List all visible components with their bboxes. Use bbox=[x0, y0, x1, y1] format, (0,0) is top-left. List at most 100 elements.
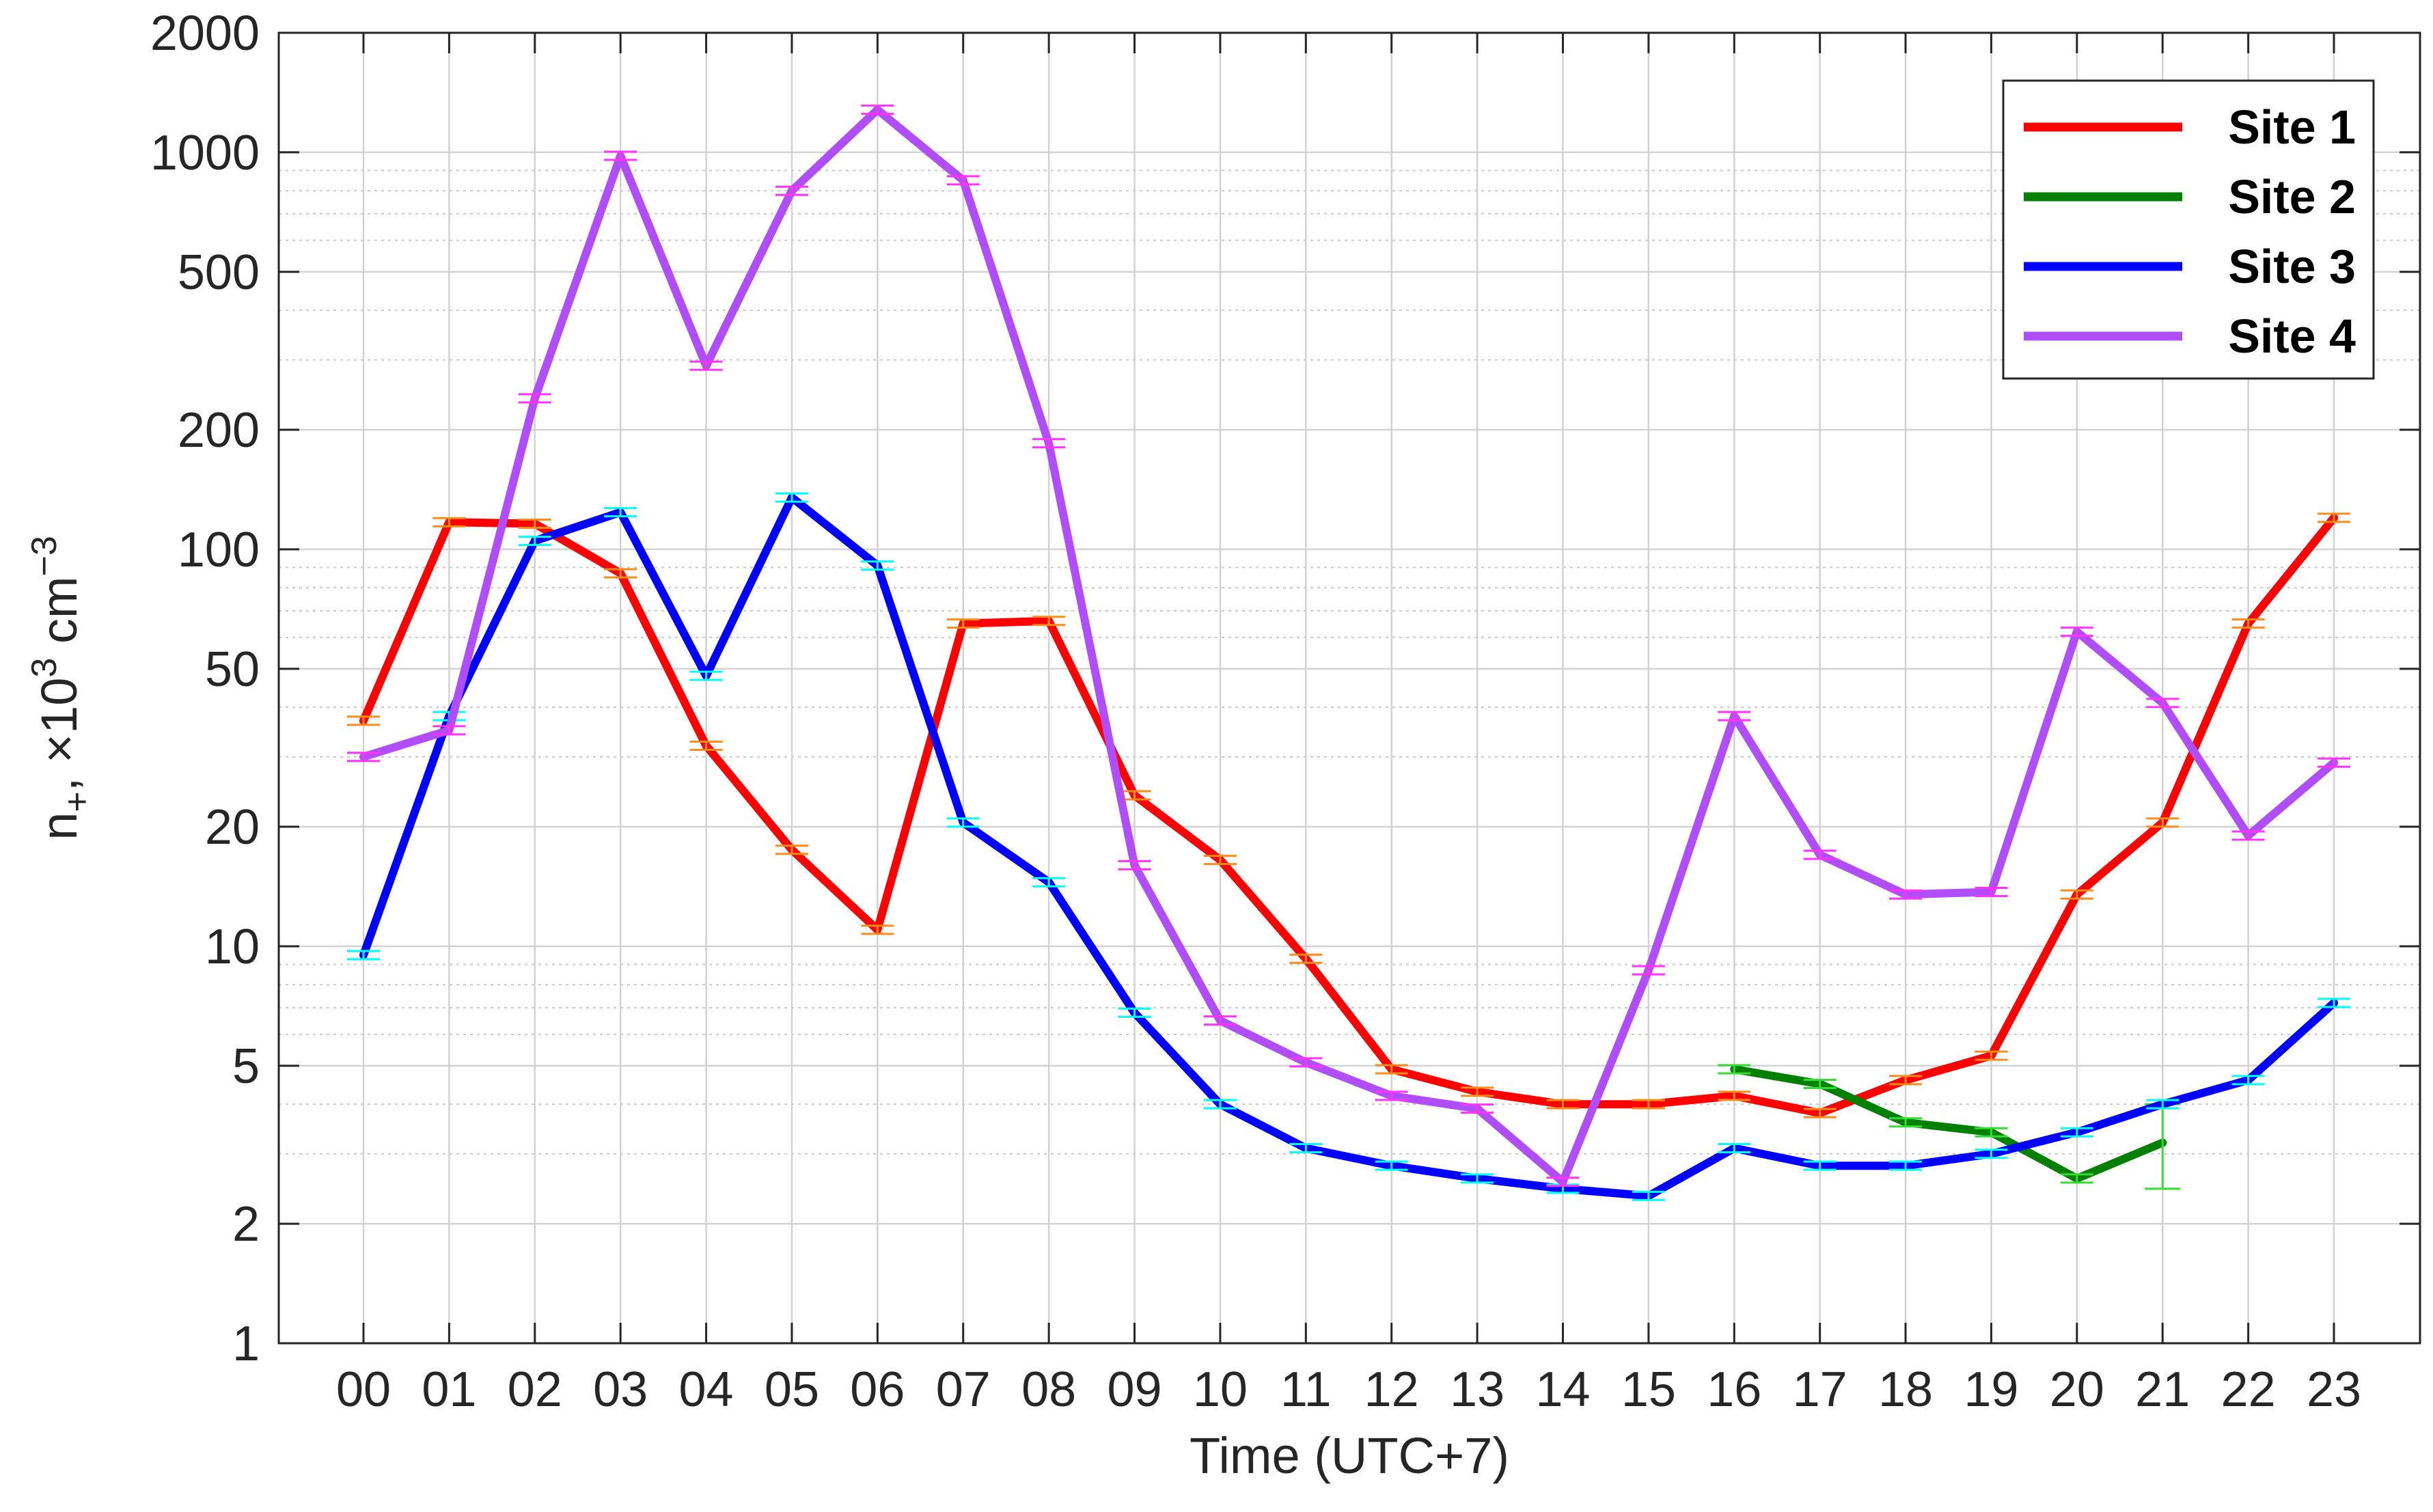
series-4 bbox=[347, 105, 2350, 1187]
data-point-error-bar bbox=[1889, 1075, 1923, 1086]
data-point-error-bar bbox=[861, 924, 894, 935]
data-point-error-bar bbox=[1375, 1160, 1408, 1171]
y-tick-label: 10 bbox=[205, 920, 260, 974]
data-point-error-bar bbox=[518, 393, 551, 404]
data-point-error-bar bbox=[775, 844, 808, 855]
data-point-error-bar bbox=[1718, 1064, 1751, 1075]
data-point-error-bar bbox=[1032, 877, 1066, 888]
data-point-error-bar bbox=[347, 950, 380, 961]
y-axis-label-exp1: 3 bbox=[25, 658, 64, 678]
data-point-error-bar bbox=[2231, 618, 2265, 629]
legend-item: Site 2 bbox=[2024, 170, 2356, 223]
data-point-error-bar bbox=[1975, 1050, 2008, 1061]
x-tick-label: 23 bbox=[2307, 1362, 2361, 1417]
x-tick-label: 03 bbox=[593, 1362, 648, 1417]
data-point-error-bar bbox=[1375, 1090, 1408, 1101]
data-point-error-bar bbox=[689, 740, 723, 751]
data-point-error-bar bbox=[2060, 1173, 2093, 1184]
data-point-error-bar bbox=[1632, 1190, 1665, 1201]
x-tick-label: 09 bbox=[1107, 1362, 1161, 1417]
x-tick-label: 11 bbox=[1280, 1362, 1332, 1417]
data-point-error-bar bbox=[1803, 1078, 1837, 1089]
x-tick-label: 04 bbox=[679, 1362, 734, 1417]
data-point-error-bar bbox=[432, 517, 466, 527]
x-tick-label: 02 bbox=[508, 1362, 562, 1417]
x-tick-label: 06 bbox=[850, 1362, 905, 1417]
data-point-error-bar bbox=[689, 670, 723, 681]
x-tick-label: 05 bbox=[765, 1362, 819, 1417]
series-1 bbox=[347, 512, 2350, 1118]
x-tick-label: 08 bbox=[1021, 1362, 1076, 1417]
y-axis-label-unit: cm bbox=[31, 576, 87, 657]
data-point-error-bar bbox=[1289, 1143, 1323, 1154]
data-point-error-bar bbox=[2318, 757, 2350, 768]
x-tick-label: 19 bbox=[1964, 1362, 2018, 1417]
x-tick-label: 18 bbox=[1878, 1362, 1933, 1417]
x-tick-label: 22 bbox=[2221, 1362, 2276, 1417]
data-point-error-bar bbox=[347, 715, 380, 726]
y-tick-label: 100 bbox=[178, 523, 260, 577]
x-tick-label: 12 bbox=[1364, 1362, 1419, 1417]
data-point-error-bar bbox=[2146, 698, 2180, 709]
data-point-error-bar bbox=[775, 185, 808, 196]
data-point-error-bar bbox=[518, 518, 551, 529]
y-axis-label: n+, ×103 cm−3 bbox=[25, 536, 97, 840]
legend-label: Site 4 bbox=[2228, 310, 2356, 363]
data-point-error-bar bbox=[2146, 817, 2180, 828]
data-point-error-bar bbox=[2231, 1075, 2265, 1086]
data-point-error-bar bbox=[1289, 953, 1323, 964]
series-layer bbox=[347, 105, 2350, 1201]
x-tick-label: 21 bbox=[2135, 1362, 2190, 1417]
x-tick-label: 16 bbox=[1707, 1362, 1761, 1417]
series-line bbox=[359, 105, 2338, 1186]
x-tick-label: 15 bbox=[1621, 1362, 1676, 1417]
y-tick-label: 500 bbox=[178, 245, 260, 300]
legend-label: Site 2 bbox=[2228, 170, 2356, 223]
data-point-error-bar bbox=[1461, 1103, 1494, 1114]
data-point-error-bar bbox=[604, 150, 637, 161]
y-axis-label-mid: , ×10 bbox=[31, 678, 87, 792]
legend-item: Site 4 bbox=[2024, 310, 2356, 363]
data-point-error-bar bbox=[1718, 1090, 1751, 1101]
data-point-error-bar bbox=[1375, 1064, 1408, 1075]
data-point-error-bar bbox=[1975, 1149, 2008, 1159]
x-tick-label: 13 bbox=[1450, 1362, 1504, 1417]
data-point-error-bar bbox=[1718, 1143, 1751, 1154]
x-tick-label: 07 bbox=[936, 1362, 991, 1417]
data-point-error-bar bbox=[432, 725, 466, 736]
x-tick-label: 17 bbox=[1793, 1362, 1847, 1417]
data-point-error-bar bbox=[1032, 616, 1066, 627]
data-point-error-bar bbox=[1718, 711, 1751, 721]
data-point-error-bar bbox=[1889, 1117, 1923, 1128]
data-point-error-bar bbox=[1203, 855, 1237, 866]
data-point-error-bar bbox=[689, 360, 723, 371]
x-tick-label: 14 bbox=[1535, 1362, 1590, 1417]
data-point-error-bar bbox=[518, 536, 551, 547]
y-tick-label: 20 bbox=[205, 800, 260, 855]
x-axis-label: Time (UTC+7) bbox=[1190, 1427, 1509, 1484]
data-point-error-bar bbox=[2146, 1099, 2180, 1110]
data-point-error-bar bbox=[1632, 1099, 1665, 1110]
data-point-error-bar bbox=[946, 618, 980, 629]
y-tick-label: 1 bbox=[232, 1317, 260, 1371]
data-point-error-bar bbox=[1118, 860, 1151, 870]
y-tick-label: 200 bbox=[178, 403, 260, 458]
data-point-error-bar bbox=[1975, 887, 2008, 898]
data-point-error-bar bbox=[775, 492, 808, 503]
data-point-error-bar bbox=[2318, 512, 2350, 523]
data-point-error-bar bbox=[861, 105, 894, 115]
data-point-error-bar bbox=[1803, 1160, 1837, 1171]
data-point-error-bar bbox=[1289, 1057, 1323, 1068]
data-point-error-bar bbox=[604, 507, 637, 518]
data-point-error-bar bbox=[1546, 1099, 1580, 1110]
data-point-error-bar bbox=[1803, 1108, 1837, 1118]
data-point-error-bar bbox=[1118, 1007, 1151, 1018]
data-point-error-bar bbox=[861, 560, 894, 571]
data-point-error-bar bbox=[1632, 965, 1665, 976]
x-tick-label: 00 bbox=[336, 1362, 391, 1417]
legend: Site 1 Site 2 Site 3 Site 4 bbox=[2002, 79, 2375, 380]
series-line bbox=[359, 513, 2338, 1118]
data-point-error-bar bbox=[1203, 1015, 1237, 1026]
data-point-error-bar bbox=[347, 752, 380, 762]
